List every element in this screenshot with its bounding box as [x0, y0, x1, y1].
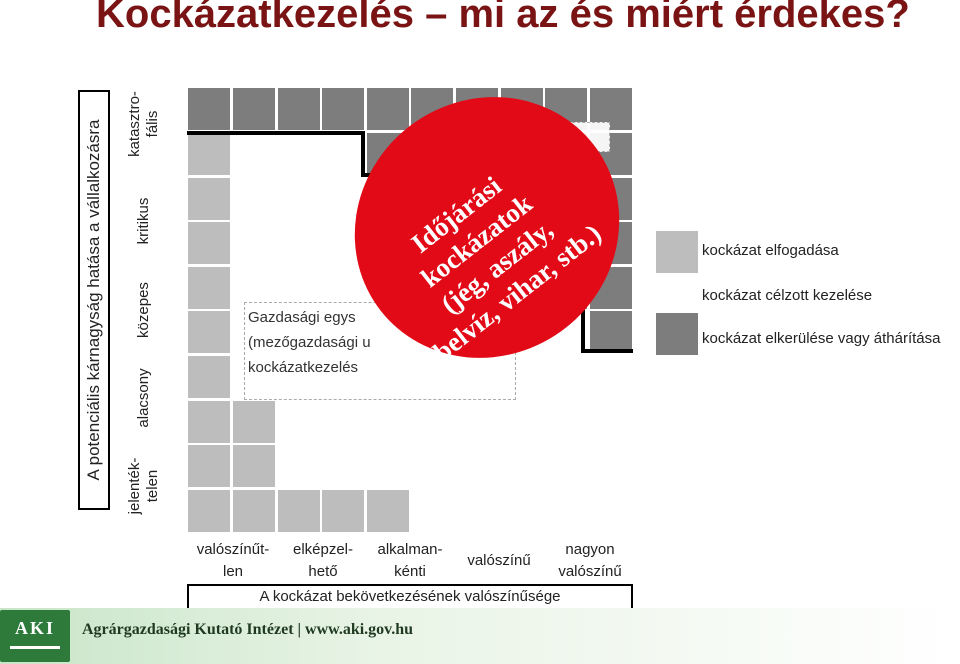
matrix-cell — [232, 400, 275, 443]
matrix-cell — [188, 132, 231, 175]
matrix-cell — [589, 400, 632, 443]
matrix-cell — [232, 266, 275, 309]
matrix-cell — [277, 177, 320, 220]
matrix-cell — [500, 445, 543, 488]
matrix-cell — [322, 132, 365, 175]
matrix-cell — [322, 489, 365, 532]
matrix-cell — [277, 266, 320, 309]
matrix-cell — [411, 445, 454, 488]
x-level-alkalmankenti: alkalman- kénti — [377, 541, 443, 580]
matrix-cell — [188, 266, 231, 309]
matrix-cell — [277, 132, 320, 175]
matrix-cell — [232, 222, 275, 265]
matrix-cell — [545, 445, 588, 488]
x-level-valoszinu: valószínű — [467, 552, 531, 569]
x-level-valoszinutlen: valószínűt- len — [196, 541, 270, 580]
aki-logo-text: AKI — [14, 618, 55, 638]
matrix-cell — [232, 88, 275, 131]
matrix-cell — [188, 88, 231, 131]
y-axis-title-box — [78, 90, 110, 510]
y-level-kritikus: kritikus — [135, 197, 152, 245]
matrix-cell — [545, 400, 588, 443]
legend-swatch-avoidance — [656, 313, 698, 355]
matrix-cell — [188, 311, 231, 354]
matrix-cell — [455, 445, 498, 488]
matrix-cell — [232, 489, 275, 532]
matrix-cell — [232, 132, 275, 175]
legend-swatch-treatment — [656, 275, 698, 317]
aki-logo — [0, 610, 70, 662]
x-level-nagyon-valoszinu: nagyon valószínű — [558, 541, 622, 580]
matrix-cell — [322, 88, 365, 131]
x-axis-title: A kockázat bekövetkezésének valószínűség… — [187, 584, 633, 610]
legend-label-treatment: kockázat célzott kezelése — [702, 287, 873, 304]
matrix-cell — [366, 445, 409, 488]
matrix-cell — [545, 355, 588, 398]
matrix-cell — [366, 88, 409, 131]
matrix-cell — [545, 489, 588, 532]
footer-bar — [0, 608, 960, 664]
matrix-cell — [589, 445, 632, 488]
matrix-cell — [589, 311, 632, 354]
matrix-cell — [322, 445, 365, 488]
matrix-cell — [277, 445, 320, 488]
legend-label-avoidance: kockázat elkerülése vagy áthárítása — [702, 330, 941, 347]
overlay-text-economic: Gazdasági egys (mezőgazdasági u kockázat… — [248, 309, 371, 376]
y-level-alacsony: alacsony — [135, 368, 152, 428]
footer-institute-text: Agrárgazdasági Kutató Intézet | www.aki.… — [82, 621, 414, 638]
matrix-cell — [188, 177, 231, 220]
aki-logo-underline — [10, 646, 60, 649]
matrix-cell — [188, 489, 231, 532]
matrix-cell — [589, 355, 632, 398]
matrix-cell — [232, 445, 275, 488]
y-axis-title: A potenciális kárnagyság hatása a vállal… — [84, 119, 103, 481]
matrix-cell — [411, 400, 454, 443]
slide-title: Kockázatkezelés – mi az és miért érdekes… — [96, 0, 910, 36]
legend-label-acceptance: kockázat elfogadása — [702, 242, 839, 259]
matrix-cell — [455, 489, 498, 532]
matrix-cell — [188, 400, 231, 443]
matrix-cell — [366, 400, 409, 443]
matrix-cell — [277, 489, 320, 532]
x-level-elkepzelheto: elképzel- hető — [292, 541, 354, 580]
matrix-cell — [589, 489, 632, 532]
y-level-katasztrofalis: katasztro- fális — [126, 91, 161, 157]
matrix-cell — [188, 222, 231, 265]
matrix-cell — [500, 400, 543, 443]
matrix-cell — [277, 88, 320, 131]
matrix-cell — [277, 400, 320, 443]
matrix-cell — [366, 489, 409, 532]
matrix-cell — [188, 355, 231, 398]
matrix-cell — [322, 400, 365, 443]
matrix-cell — [232, 177, 275, 220]
matrix-cell — [322, 266, 365, 309]
matrix-cell — [500, 489, 543, 532]
y-level-kozepes: közepes — [135, 282, 152, 338]
matrix-cell — [455, 400, 498, 443]
matrix-cell — [411, 489, 454, 532]
matrix-cell — [277, 222, 320, 265]
matrix-cell — [188, 445, 231, 488]
y-level-jelentektelen: jelenték- telen — [126, 457, 161, 515]
legend-swatch-acceptance — [656, 231, 698, 273]
